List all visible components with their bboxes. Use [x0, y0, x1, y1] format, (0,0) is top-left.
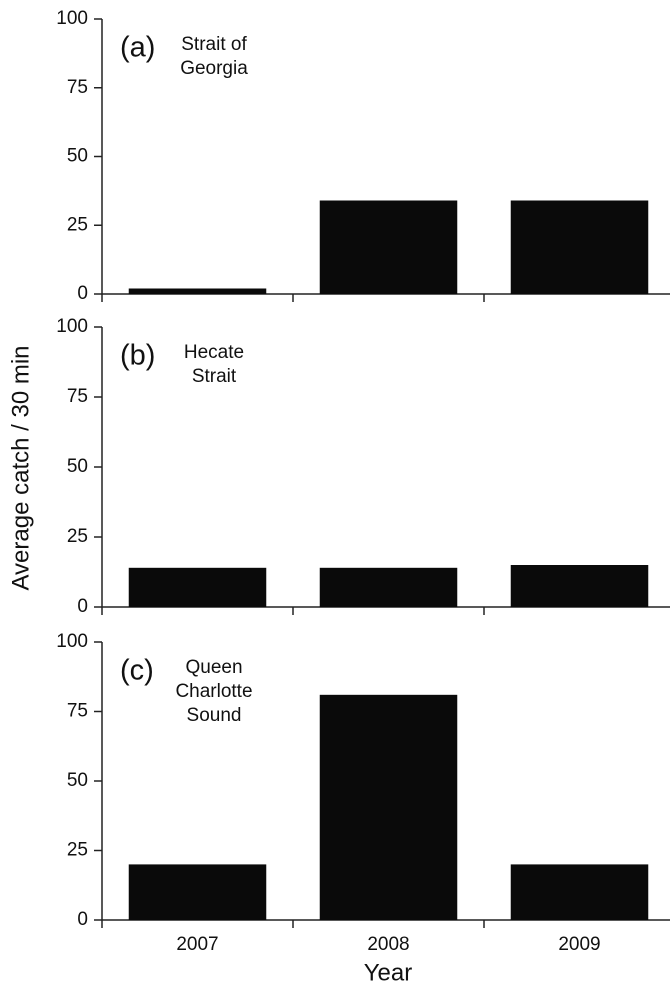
bar — [319, 694, 458, 920]
bar — [319, 200, 458, 294]
panel-title: Georgia — [180, 58, 248, 79]
panel-title: Charlotte — [175, 681, 252, 702]
panel-label: (a) — [120, 32, 155, 64]
y-tick-label: 0 — [77, 909, 88, 930]
y-axis-label: Average catch / 30 min — [7, 345, 34, 590]
panel-label: (c) — [120, 655, 154, 687]
y-tick-label: 25 — [67, 214, 88, 235]
y-tick-label: 75 — [67, 701, 88, 722]
bar — [319, 567, 458, 607]
bar — [510, 565, 649, 607]
y-tick-label: 50 — [67, 456, 88, 477]
panel-title: Sound — [187, 705, 242, 726]
y-tick-label: 100 — [56, 316, 88, 337]
panel-title: Queen — [185, 657, 242, 678]
panel-title: Strait — [192, 366, 237, 387]
y-tick-label: 75 — [67, 77, 88, 98]
y-tick-label: 100 — [56, 631, 88, 652]
bar — [128, 288, 267, 294]
bar — [128, 567, 267, 607]
x-tick-label: 2008 — [367, 934, 409, 955]
panel-title: Strait of — [181, 34, 247, 55]
y-tick-label: 50 — [67, 146, 88, 167]
x-axis-label: Year — [364, 959, 413, 986]
bar — [510, 864, 649, 920]
y-tick-label: 0 — [77, 283, 88, 304]
x-tick-label: 2007 — [176, 934, 218, 955]
y-tick-label: 75 — [67, 386, 88, 407]
y-tick-label: 0 — [77, 596, 88, 617]
panel-label: (b) — [120, 340, 155, 372]
y-tick-label: 50 — [67, 770, 88, 791]
bar — [128, 864, 267, 920]
bar — [510, 200, 649, 294]
y-tick-label: 100 — [56, 8, 88, 29]
y-tick-label: 25 — [67, 526, 88, 547]
panel-title: Hecate — [184, 342, 244, 363]
x-tick-label: 2009 — [558, 934, 600, 955]
y-tick-label: 25 — [67, 840, 88, 861]
